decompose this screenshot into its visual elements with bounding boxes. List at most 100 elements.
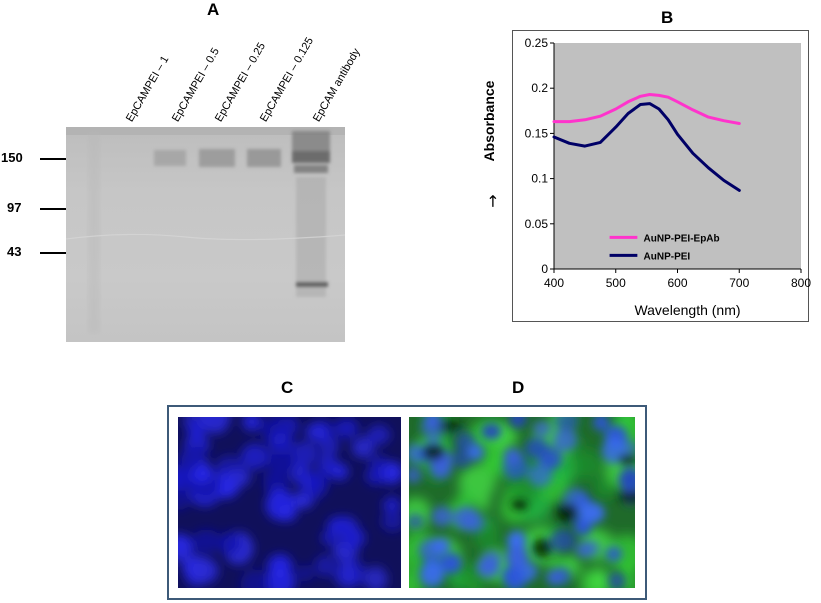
gel-band xyxy=(247,149,281,167)
cell-nucleus xyxy=(527,463,553,488)
cell-nucleus xyxy=(532,420,552,437)
dark-gap xyxy=(556,503,578,523)
cell-nucleus xyxy=(501,566,525,585)
cell-nucleus xyxy=(366,424,391,446)
chart-legend: AuNP-PEI-EpAb AuNP-PEI xyxy=(609,233,720,262)
legend-label: AuNP-PEI xyxy=(644,251,691,262)
microscopy-d-cells xyxy=(409,417,635,588)
cell-nucleus xyxy=(453,506,479,531)
x-tick-label: 600 xyxy=(667,276,687,290)
series-line xyxy=(552,102,741,192)
gel-lane-label: EpCAM antibody xyxy=(311,46,363,124)
gel-well-edge xyxy=(66,127,345,135)
cell-nucleus xyxy=(381,511,401,532)
cell-nucleus xyxy=(506,545,528,569)
cell-nucleus xyxy=(242,417,262,432)
cell-nucleus xyxy=(608,572,626,588)
membrane-stain xyxy=(571,449,602,480)
x-tick-label: 500 xyxy=(606,276,626,290)
membrane-stain xyxy=(587,568,611,588)
cell-nucleus xyxy=(554,417,579,431)
cell-nucleus xyxy=(579,502,605,524)
cell-nucleus xyxy=(420,417,445,439)
microscopy-image-d xyxy=(409,417,635,588)
cell-nucleus xyxy=(271,555,291,575)
x-tick-label: 400 xyxy=(544,276,564,290)
cell-nucleus xyxy=(318,435,340,456)
x-axis-label: Wavelength (nm) xyxy=(634,302,740,318)
cell-nucleus xyxy=(228,467,251,487)
panel-a-letter: A xyxy=(207,0,220,19)
membrane-stain xyxy=(476,497,491,512)
cell-nucleus xyxy=(539,445,564,470)
cell-nucleus xyxy=(440,553,462,574)
y-tick-label: 0.05 xyxy=(525,217,549,231)
cell-nucleus xyxy=(296,565,315,582)
cell-nucleus xyxy=(218,531,241,556)
cell-nucleus xyxy=(330,463,349,481)
y-tick-label: 0 xyxy=(541,262,548,276)
dark-gap xyxy=(438,421,463,431)
cell-nucleus xyxy=(178,539,194,564)
cell-nucleus xyxy=(592,417,610,432)
gel-band xyxy=(294,165,328,173)
dark-gap xyxy=(531,538,553,558)
gel-lane xyxy=(88,133,100,333)
y-axis-label: Absorbance xyxy=(481,80,497,161)
cell-nucleus xyxy=(368,454,388,470)
marker-label-43: 43 xyxy=(7,244,22,259)
gel-band-group xyxy=(154,131,330,297)
cell-nucleus xyxy=(341,524,363,547)
cell-nucleus xyxy=(314,554,336,577)
cell-nucleus xyxy=(240,569,270,588)
marker-tick-150 xyxy=(40,158,66,160)
cell-nucleus xyxy=(267,447,297,473)
cell-nucleus xyxy=(335,418,359,439)
absorbance-chart: 0 0.05 0.1 0.15 0.2 0.25 400 500 600 700 800 AuNP… xyxy=(481,36,811,318)
gel-band xyxy=(292,151,330,163)
cell-nucleus xyxy=(263,467,289,496)
series-line xyxy=(552,93,741,125)
cell-nucleus xyxy=(409,466,423,484)
y-tick-label: 0.1 xyxy=(531,172,548,186)
x-axis-ticks: 400 500 600 700 800 xyxy=(544,268,811,290)
panel-b-letter: B xyxy=(661,8,674,27)
cell-nucleus xyxy=(320,530,340,546)
cell-nucleus xyxy=(200,417,231,434)
cell-nucleus xyxy=(430,537,451,554)
marker-label-150: 150 xyxy=(1,150,23,165)
dark-gap xyxy=(515,499,529,511)
cell-nucleus xyxy=(546,569,563,586)
cell-nucleus xyxy=(452,450,472,468)
marker-tick-97 xyxy=(40,208,66,210)
marker-tick-43 xyxy=(40,252,66,254)
cell-nucleus xyxy=(467,444,484,461)
dark-gap xyxy=(422,443,445,461)
dark-gap xyxy=(617,454,635,466)
gel-lane-label: EpCAMPEI – 1 xyxy=(124,53,172,124)
y-axis-arrow: → xyxy=(483,194,502,207)
membrane-stain xyxy=(618,560,635,579)
cell-nucleus xyxy=(186,419,207,438)
cell-nucleus xyxy=(334,562,359,588)
cell-nucleus xyxy=(307,468,330,493)
cell-nucleus xyxy=(552,428,578,452)
cell-nucleus xyxy=(503,447,522,465)
marker-label-97: 97 xyxy=(7,200,22,215)
gel-band xyxy=(154,150,186,166)
panel-c-letter: C xyxy=(281,378,294,397)
cell-nucleus xyxy=(605,546,623,562)
plot-area xyxy=(554,43,801,269)
membrane-stain xyxy=(458,492,472,507)
cell-nucleus xyxy=(351,436,375,459)
legend-label: AuNP-PEI-EpAb xyxy=(644,233,720,244)
cell-nucleus xyxy=(265,490,296,521)
series-lines xyxy=(552,93,741,192)
cell-nucleus xyxy=(481,550,503,568)
x-tick-label: 800 xyxy=(791,276,811,290)
gel-image xyxy=(65,127,346,342)
microscopy-c-cells xyxy=(178,417,401,588)
gel-band xyxy=(296,282,328,287)
cell-nucleus xyxy=(193,464,213,483)
membrane-stain xyxy=(409,569,425,588)
